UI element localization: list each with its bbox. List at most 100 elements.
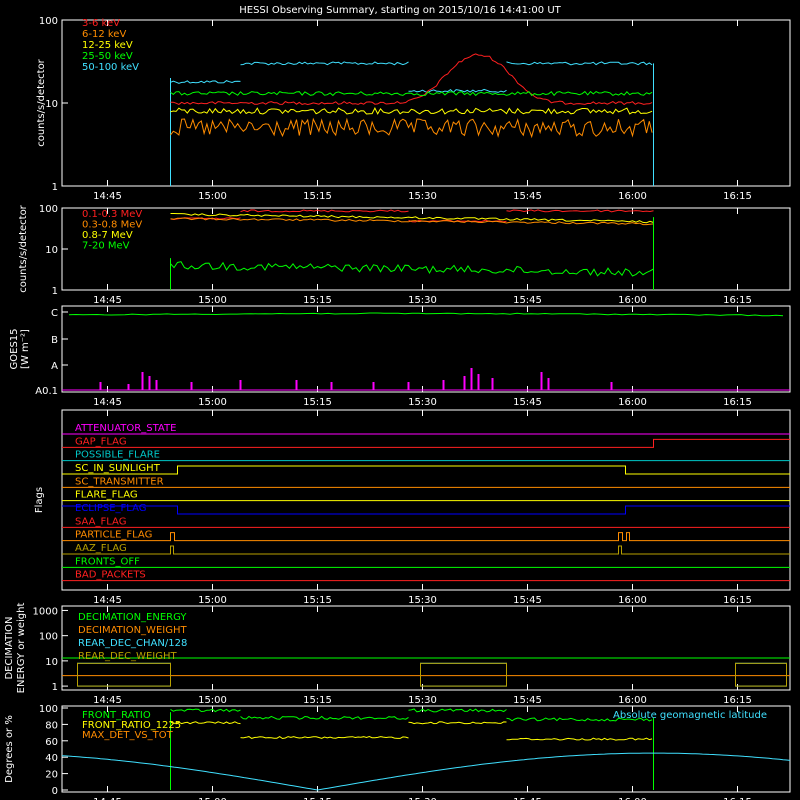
ratios-xtick-label: 15:15 xyxy=(303,797,332,800)
lc-low-legend-item: 12-25 keV xyxy=(82,40,133,51)
front-ratio-1225-trace-d xyxy=(506,737,653,741)
flag-label: ECLIPSE_FLAG xyxy=(75,503,146,514)
flags-xtick-label: 15:15 xyxy=(303,595,332,606)
goes-xtick-label: 14:45 xyxy=(93,397,122,408)
goes-ytick-label: A xyxy=(51,361,58,372)
flag-label: FRONTS_OFF xyxy=(75,556,140,567)
flags-xtick-label: 14:45 xyxy=(93,595,122,606)
decimation-xtick-label: 15:45 xyxy=(513,695,542,706)
ratios-legend-item: MAX_DET_VS_TOT xyxy=(82,730,174,741)
ratios-xtick-label: 16:15 xyxy=(723,797,752,800)
series-50-100-kev xyxy=(170,80,241,84)
lc-low-legend-item: 25-50 keV xyxy=(82,51,133,62)
ratios-ytick-label: 80 xyxy=(45,720,58,731)
series-0.1-0.3-mev-b xyxy=(240,209,409,213)
lc-low-ytick-label: 1 xyxy=(52,182,58,193)
flag-trace xyxy=(62,532,790,542)
rear-dec-chan-box xyxy=(735,662,787,687)
ratios-xtick-label: 15:45 xyxy=(513,797,542,800)
lc-low-legend-item: 3-6 keV xyxy=(82,18,120,29)
decimation-frame xyxy=(61,605,791,691)
flag-trace xyxy=(62,545,790,555)
ratios-ytick-label: 40 xyxy=(45,753,58,764)
rear-dec-weight-box xyxy=(77,662,171,687)
front-ratio-1225-trace-b xyxy=(240,735,409,740)
lc-low-ytick-label: 100 xyxy=(39,16,58,27)
goes-xtick-label: 15:45 xyxy=(513,397,542,408)
series-6-12-kev xyxy=(170,117,653,139)
flag-label: SAA_FLAG xyxy=(75,516,126,527)
decimation-xtick-label: 16:15 xyxy=(723,695,752,706)
ratios-xtick-label: 14:45 xyxy=(93,797,122,800)
rear-dec-weight-box xyxy=(420,662,507,687)
lc-low-xtick-label: 15:00 xyxy=(198,191,227,202)
flags-frame xyxy=(61,409,791,591)
flag-label: POSSIBLE_FLARE xyxy=(75,450,160,461)
figure-title: HESSI Observing Summary, starting on 201… xyxy=(239,5,561,16)
flag-trace xyxy=(62,438,790,448)
decimation-legend-item: DECIMATION_ENERGY xyxy=(78,612,187,623)
goes-units-ylabel: [W m⁻²] xyxy=(20,329,31,369)
front-ratio-trace-b xyxy=(240,715,409,720)
ratios-ylabel: Degrees or % xyxy=(4,715,15,783)
decimation-2-ylabel: ENERGY or weight xyxy=(16,603,27,694)
ratios-legend-item: FRONT_RATIO xyxy=(82,710,151,721)
front-ratio-1225-trace-c xyxy=(408,721,507,725)
series-0.8-7-mev xyxy=(170,213,654,224)
lc-low-frame xyxy=(61,19,791,187)
series-0.3-0.8-mev xyxy=(170,217,654,226)
flags-xtick-label: 16:15 xyxy=(723,595,752,606)
series-50-100-kev-d xyxy=(506,61,653,66)
lc-high-xtick-label: 14:45 xyxy=(93,295,122,306)
panel-ratios: 14:45 15:00 15:15 15:30 15:45 16:00 16:15 0 20 40… xyxy=(4,704,791,800)
rear-dec-chan-box xyxy=(77,662,171,687)
panel-decimation: 14:45 15:00 15:15 15:30 15:45 16:00 16:15 1 10 10… xyxy=(4,603,791,706)
goes-ytick-label: C xyxy=(51,308,58,319)
flag-label: FLARE_FLAG xyxy=(75,490,138,501)
decimation-xtick-label: 15:00 xyxy=(198,695,227,706)
series-50-100-kev-c xyxy=(408,88,507,93)
lc-low-xtick-label: 15:15 xyxy=(303,191,332,202)
lc-high-legend-item: 0.3-0.8 MeV xyxy=(82,220,142,231)
series-7-20-mev xyxy=(170,261,654,277)
decimation-ylabel: DECIMATION xyxy=(4,616,15,679)
flag-trace xyxy=(62,465,790,475)
lc-high-xtick-label: 15:45 xyxy=(513,295,542,306)
front-ratio-1225-trace xyxy=(170,721,241,725)
lc-high-xtick-label: 15:30 xyxy=(408,295,437,306)
lc-high-ytick-label: 1 xyxy=(52,286,58,297)
lc-high-xtick-label: 15:00 xyxy=(198,295,227,306)
front-ratio-trace-c xyxy=(408,708,507,713)
goes-xtick-label: 15:15 xyxy=(303,397,332,408)
flag-label: SC_IN_SUNLIGHT xyxy=(75,463,161,474)
flags-ylabel: Flags xyxy=(34,487,45,513)
goes-frame xyxy=(61,305,791,393)
panel-flags: 14:45 15:00 15:15 15:30 15:45 16:00 16:15 Flags… xyxy=(34,409,791,606)
goes-ytick-label: B xyxy=(51,335,58,346)
flag-label: GAP_FLAG xyxy=(75,436,127,447)
flags-xtick-label: 15:30 xyxy=(408,595,437,606)
lc-high-ytick-label: 10 xyxy=(45,245,58,256)
decimation-ytick-label: 1 xyxy=(52,682,58,693)
decimation-xtick-label: 15:30 xyxy=(408,695,437,706)
ratios-ytick-label: 0 xyxy=(52,786,58,797)
flags-xtick-label: 15:00 xyxy=(198,595,227,606)
flag-trace xyxy=(62,505,790,515)
lc-low-xtick-label: 16:00 xyxy=(618,191,647,202)
goes-xtick-label: 15:00 xyxy=(198,397,227,408)
geomagnetic-latitude-trace xyxy=(61,752,791,791)
goes-xtick-label: 16:00 xyxy=(618,397,647,408)
series-0.1-0.3-mev-d xyxy=(506,209,654,213)
lc-low-xtick-label: 16:15 xyxy=(723,191,752,202)
ratios-frame xyxy=(61,705,791,793)
ratios-ytick-label: 60 xyxy=(45,737,58,748)
lc-low-legend-item: 50-100 keV xyxy=(82,62,139,73)
series-3-6-kev xyxy=(170,53,653,106)
decimation-ytick-label: 1000 xyxy=(33,606,58,617)
flag-label: BAD_PACKETS xyxy=(75,570,146,581)
rear-dec-weight-box xyxy=(735,662,787,687)
lc-low-xtick-label: 15:30 xyxy=(408,191,437,202)
lc-high-xtick-label: 16:15 xyxy=(723,295,752,306)
rear-dec-chan-box xyxy=(420,662,507,687)
